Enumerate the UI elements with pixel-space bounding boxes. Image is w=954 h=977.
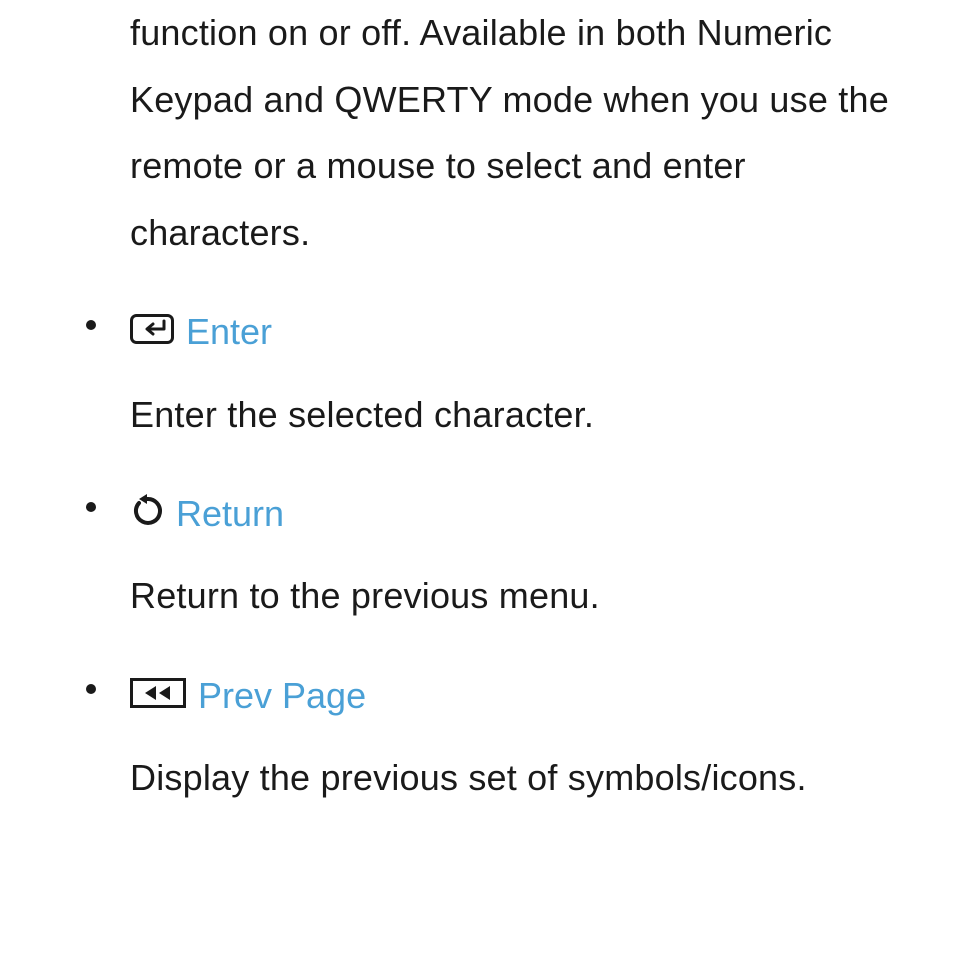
list-item-label-row: Prev Page	[130, 674, 914, 717]
enter-icon	[130, 314, 174, 349]
list-item-description: Enter the selected character.	[130, 382, 914, 449]
document-page: function on or off. Available in both Nu…	[0, 0, 954, 812]
list-item-label-row: Enter	[130, 310, 914, 353]
list-item-label: Prev Page	[198, 674, 366, 717]
list-item: Return Return to the previous menu.	[130, 492, 914, 630]
list-item: Prev Page Display the previous set of sy…	[130, 674, 914, 812]
list-item-label: Enter	[186, 310, 272, 353]
list-item-description: Display the previous set of symbols/icon…	[130, 745, 914, 812]
list-item-label: Return	[176, 492, 284, 535]
return-icon	[130, 494, 164, 533]
list-item-label-row: Return	[130, 492, 914, 535]
list-item-description: Return to the previous menu.	[130, 563, 914, 630]
prev-page-icon	[130, 678, 186, 713]
bullet-icon	[86, 502, 96, 512]
bullet-icon	[86, 320, 96, 330]
intro-paragraph: function on or off. Available in both Nu…	[130, 0, 914, 266]
bullet-icon	[86, 684, 96, 694]
list-item: Enter Enter the selected character.	[130, 310, 914, 448]
